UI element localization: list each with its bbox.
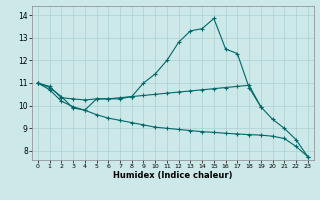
X-axis label: Humidex (Indice chaleur): Humidex (Indice chaleur) [113, 171, 233, 180]
